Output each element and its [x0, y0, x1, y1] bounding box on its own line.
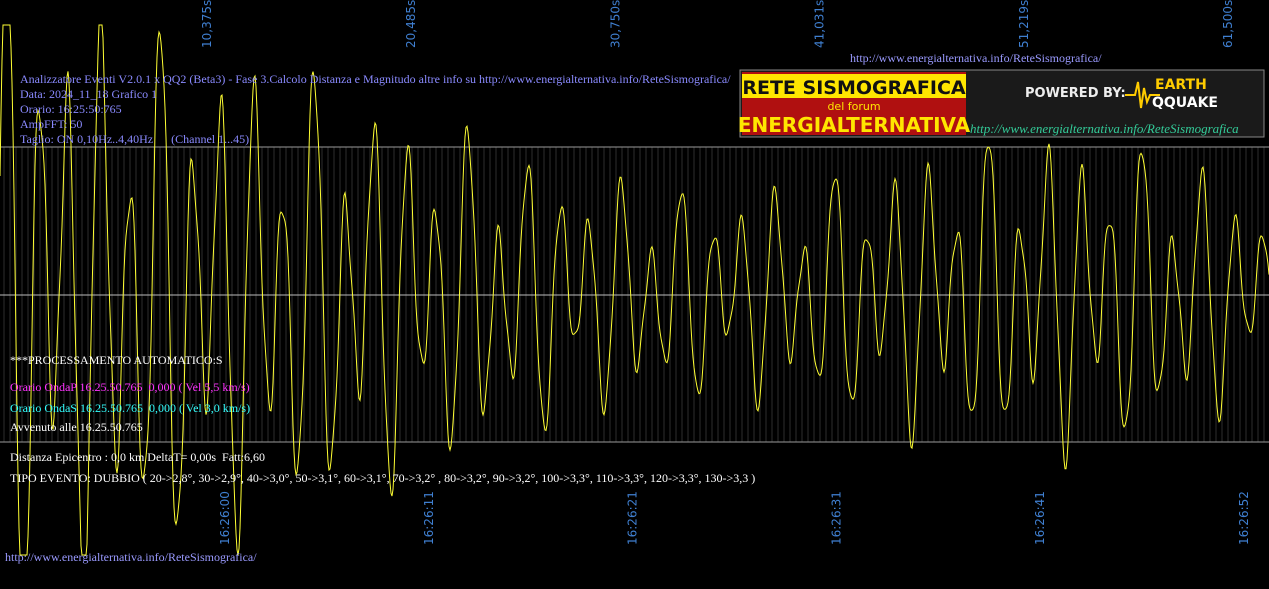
logo-line3: ENERGIALTERNATIVA: [738, 113, 971, 137]
footer-url: http://www.energialternativa.info/ReteSi…: [5, 550, 257, 564]
bottom-time-labels: 16:26:00 16:26:11 16:26:21 16:26:31 16:26:41…: [218, 491, 1251, 545]
logo-brand2: QQUAKE: [1152, 95, 1218, 111]
top-time-label: 61,500s: [1221, 0, 1235, 48]
logo: RETE SISMOGRAFICA del forum ENERGIALTERN…: [738, 69, 1265, 138]
bottom-time-label: 16:26:00: [218, 491, 232, 545]
info-amp: AmpFFT: 50: [20, 117, 82, 131]
logo-yellow: [742, 74, 966, 98]
logo-line1: RETE SISMOGRAFICA: [742, 77, 966, 99]
logo-brand1: EARTH: [1155, 77, 1207, 93]
top-time-label: 51,219s: [1017, 0, 1031, 48]
event-type: TIPO EVENTO: DUBBIO ( 20->2,8°, 30->2,9°…: [10, 471, 755, 485]
waveform: [0, 24, 1269, 556]
info-date: Data: 2024_11_18 Grafico 1: [20, 87, 157, 101]
logo-icon: [1125, 81, 1160, 109]
distance: Distanza Epicentro : 0,0 km DeltaT= 0,00…: [10, 450, 265, 464]
wave-p: Orario OndaP 16.25.50.765 0,000 ( Vel 5,…: [10, 380, 250, 394]
logo-powered: POWERED BY:: [1025, 86, 1126, 101]
top-time-label: 41,031s: [813, 0, 827, 48]
bottom-time-label: 16:26:52: [1237, 491, 1251, 545]
top-time-label: 30,750s: [608, 0, 622, 48]
bottom-time-label: 16:26:31: [829, 491, 843, 545]
info-filter: Taglio: ON 0,10Hz..4,40Hz (Channel 1...4…: [20, 132, 249, 146]
bottom-time-label: 16:26:41: [1033, 491, 1047, 545]
logo-line2: del forum: [827, 100, 880, 113]
wave-s: Orario OndaS 16.25.50.765 0,000 ( Vel 3,…: [10, 401, 250, 415]
top-time-label: 10,375s: [200, 0, 214, 48]
top-time-label: 20,485s: [404, 0, 418, 48]
info-time: Orario: 16:25:50:765: [20, 102, 122, 116]
header-url: http://www.energialternativa.info/ReteSi…: [850, 51, 1102, 65]
processing-heading: ***PROCESSAMENTO AUTOMATICO:S: [10, 353, 223, 367]
occurred: Avvenuto alle 16.25.50.765: [10, 420, 143, 434]
bottom-time-label: 16:26:21: [626, 491, 640, 545]
logo-url: http://www.energialternativa.info/ReteSi…: [970, 121, 1239, 136]
top-time-labels: 10,375s 20,485s 30,750s 41,031s 51,219s 61,50…: [200, 0, 1235, 48]
info-title: Analizzatore Eventi V2.0.1 x QQ2 (Beta3)…: [20, 72, 731, 86]
bottom-time-label: 16:26:11: [422, 491, 436, 545]
